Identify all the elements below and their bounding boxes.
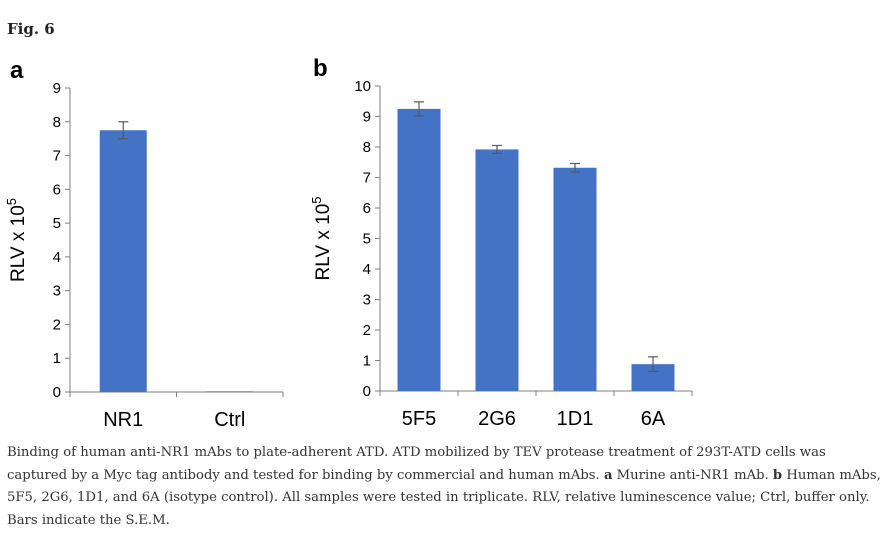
caption-intro: Binding of human anti-NR1 mAbs to plate-… (7, 445, 826, 483)
caption-b-text: Human mAbs, 5F5, 2G6, 1D1, and 6A (isoty… (7, 467, 881, 528)
x-category-label-a: NR1 (103, 409, 143, 431)
y-axis-title-exponent-a: 5 (4, 198, 19, 205)
caption-a-text: Murine anti-NR1 mAb. (612, 467, 773, 483)
x-category-label-b: 6A (641, 408, 666, 430)
y-tick-label-b: 5 (363, 231, 371, 248)
x-category-label-b: 2G6 (478, 408, 516, 430)
figure-label: Fig. 6 (7, 20, 55, 38)
x-category-label-a: Ctrl (214, 409, 245, 431)
y-tick-label-a: 9 (53, 80, 61, 97)
y-tick-label-b: 4 (363, 261, 371, 278)
bar-b-2G6 (475, 149, 519, 391)
bar-b-5F5 (397, 108, 441, 391)
y-axis-title-b: RLV x 105 (309, 197, 334, 281)
y-tick-label-b: 0 (363, 383, 371, 400)
x-category-label-b: 1D1 (557, 408, 594, 430)
y-axis-title-text-b: RLV x 10 (313, 204, 334, 281)
y-tick-label-b: 2 (363, 322, 371, 339)
y-tick-label-a: 7 (53, 148, 61, 165)
y-tick-label-a: 2 (53, 316, 61, 333)
caption-b-label: b (772, 467, 783, 483)
bar-a-NR1 (99, 130, 147, 392)
y-axis-title-exponent-b: 5 (309, 197, 324, 204)
figure-caption: Binding of human anti-NR1 mAbs to plate-… (7, 442, 883, 532)
y-tick-label-b: 1 (363, 353, 371, 370)
y-tick-label-a: 5 (53, 215, 61, 232)
bar-a-Ctrl (206, 391, 254, 392)
y-tick-label-a: 4 (53, 249, 61, 266)
y-tick-label-a: 0 (53, 384, 61, 401)
y-tick-label-b: 7 (363, 170, 371, 187)
panel-a-label: a (10, 57, 24, 84)
caption-a-label: a (603, 467, 613, 483)
y-axis-title-text-a: RLV x 10 (8, 205, 29, 282)
y-tick-label-a: 1 (53, 350, 61, 367)
bar-b-1D1 (553, 167, 597, 391)
y-tick-label-a: 3 (53, 283, 61, 300)
y-tick-label-b: 8 (363, 139, 371, 156)
y-tick-label-b: 3 (363, 292, 371, 309)
y-tick-label-a: 6 (53, 181, 61, 198)
y-tick-label-b: 10 (354, 78, 371, 95)
panel-b-label: b (313, 55, 328, 82)
y-axis-title-a: RLV x 105 (4, 198, 29, 282)
y-tick-label-b: 9 (363, 109, 371, 126)
y-tick-label-b: 6 (363, 200, 371, 217)
y-tick-label-a: 8 (53, 114, 61, 131)
x-category-label-b: 5F5 (402, 408, 436, 430)
